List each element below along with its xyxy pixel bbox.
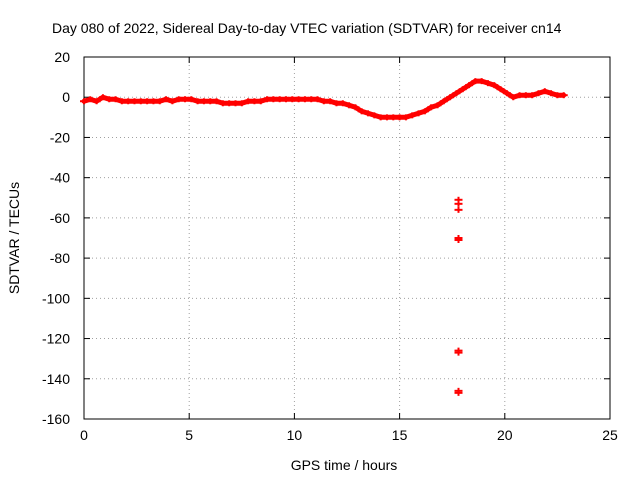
data-point <box>401 114 410 121</box>
data-point <box>168 98 177 105</box>
plot-frame <box>83 56 611 420</box>
data-point <box>509 94 518 101</box>
data-point <box>237 100 246 107</box>
data-point <box>111 96 120 103</box>
data-point <box>155 98 164 105</box>
data-point <box>446 94 455 101</box>
data-point <box>357 108 366 115</box>
data-point <box>98 94 107 101</box>
data-point <box>414 110 423 117</box>
y-tick-label: -100 <box>42 290 70 306</box>
data-point <box>162 96 171 103</box>
data-point <box>439 98 448 105</box>
data-point <box>528 92 537 99</box>
data-point <box>92 98 101 105</box>
y-tick-label: -60 <box>50 210 70 226</box>
data-point <box>256 98 265 105</box>
data-point <box>370 112 379 119</box>
y-axis: 20 0 -20 -40 -60 -80 -100 -120 -140 -160 <box>42 49 610 427</box>
data-point <box>408 112 417 119</box>
data-point <box>559 92 568 99</box>
data-point <box>534 90 543 97</box>
data-point <box>86 96 95 103</box>
data-point <box>187 96 196 103</box>
y-axis-label: SDTVAR / TECUs <box>6 182 22 294</box>
data-point <box>433 102 442 109</box>
x-axis-label: GPS time / hours <box>291 457 398 473</box>
data-point <box>454 200 463 207</box>
x-tick-label: 20 <box>497 427 513 443</box>
x-tick-label: 0 <box>80 427 88 443</box>
data-point <box>465 82 474 89</box>
data-point <box>212 98 221 105</box>
x-tick-label: 5 <box>185 427 193 443</box>
chart-title: Day 080 of 2022, Sidereal Day-to-day VTE… <box>52 20 562 36</box>
y-tick-label: -120 <box>42 331 70 347</box>
data-point <box>351 104 360 111</box>
x-tick-label: 15 <box>392 427 408 443</box>
y-tick-label: -40 <box>50 170 70 186</box>
x-axis: 0 5 10 15 20 25 <box>80 57 618 443</box>
x-tick-label: 10 <box>287 427 303 443</box>
y-tick-label: 0 <box>62 89 70 105</box>
data-point <box>502 90 511 97</box>
data-point <box>80 98 88 105</box>
data-point <box>364 110 373 117</box>
data-point <box>326 98 335 105</box>
data-point <box>313 96 322 103</box>
y-tick-label: -160 <box>42 411 70 427</box>
data-point <box>454 237 463 244</box>
y-tick-label: -20 <box>50 129 70 145</box>
data-point <box>490 82 499 89</box>
y-tick-label: -140 <box>42 371 70 387</box>
data-point <box>420 108 429 115</box>
data-point <box>338 100 347 107</box>
data-point <box>540 88 549 95</box>
data-point <box>427 104 436 111</box>
data-point <box>547 90 556 97</box>
data-point <box>477 78 486 85</box>
data-point <box>454 206 463 213</box>
data-point <box>345 102 354 109</box>
y-tick-label: 20 <box>54 49 70 65</box>
data-point <box>454 349 463 356</box>
grid-lines <box>84 57 610 419</box>
x-tick-label: 25 <box>602 427 618 443</box>
data-point <box>496 86 505 93</box>
data-point <box>452 90 461 97</box>
data-point <box>458 86 467 93</box>
data-point <box>483 80 492 87</box>
data-series <box>80 78 568 396</box>
data-point <box>454 389 463 396</box>
y-tick-label: -80 <box>50 250 70 266</box>
